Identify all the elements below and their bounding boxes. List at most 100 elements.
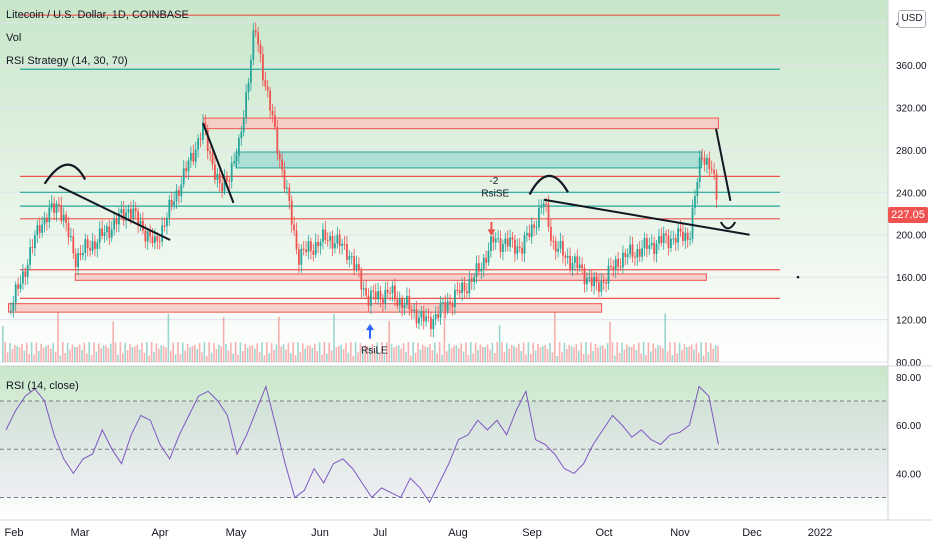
candle-body: [490, 236, 492, 251]
candle-body: [228, 180, 231, 182]
volume-bar: [275, 344, 278, 362]
volume-bar: [700, 342, 702, 362]
volume-bar: [146, 342, 148, 362]
price-tick-label: 160.00: [896, 273, 927, 284]
candle-body: [276, 127, 279, 154]
candle-body: [89, 248, 92, 251]
candle-body: [235, 155, 238, 162]
volume-bar: [477, 349, 479, 362]
candle-body: [257, 32, 260, 45]
candle-body: [187, 160, 190, 172]
volume-bar: [705, 342, 707, 362]
volume-bar: [498, 325, 501, 362]
volume-bar: [302, 343, 304, 362]
candle-body: [24, 271, 27, 277]
candle-body: [288, 187, 291, 202]
candle-body: [612, 266, 615, 270]
volume-bar: [398, 345, 400, 362]
candle-body: [492, 236, 495, 243]
candle-body: [185, 168, 188, 172]
volume-bar: [6, 352, 9, 362]
trendline-right: [715, 128, 732, 201]
volume-bar: [506, 343, 508, 362]
sr-zone: [235, 151, 703, 169]
volume-bar: [474, 342, 477, 362]
candle-body: [197, 138, 200, 150]
candle-body: [166, 217, 168, 227]
candle-body: [98, 228, 101, 243]
volume-bar: [136, 344, 138, 362]
candle-body: [74, 253, 77, 268]
volume-bar: [230, 342, 232, 362]
rsi-tick-label: 40.00: [896, 469, 921, 480]
candle-body: [653, 242, 656, 255]
candle-body: [430, 317, 432, 330]
candle-body: [175, 190, 178, 202]
candle-body: [706, 157, 708, 165]
candle-body: [343, 243, 346, 245]
volume-bar: [458, 348, 460, 362]
volume-bar: [710, 343, 712, 362]
candle-body: [305, 249, 308, 252]
volume-bar: [194, 344, 196, 362]
volume-bar: [527, 342, 530, 362]
volume-bar: [18, 347, 21, 362]
volume-bar: [254, 348, 256, 362]
candle-body: [703, 158, 706, 165]
candle-body: [298, 249, 300, 265]
candle-body: [420, 310, 423, 318]
candle-body: [602, 281, 605, 283]
candle-body: [286, 187, 288, 189]
volume-bar: [338, 346, 340, 362]
volume-bar: [74, 346, 76, 362]
candle-body: [19, 283, 22, 289]
volume-bar: [494, 352, 496, 362]
volume-bar: [652, 343, 654, 362]
candle-body: [449, 301, 452, 305]
volume-bar: [570, 346, 573, 362]
candle-body: [391, 285, 394, 294]
volume-bar: [441, 354, 443, 362]
volume-bar: [143, 352, 146, 362]
candle-body: [691, 207, 694, 239]
volume-bar: [16, 346, 18, 362]
candle-body: [631, 244, 634, 257]
volume-bar: [232, 353, 234, 362]
price-tick-label: 320.00: [896, 103, 927, 114]
candle-body: [254, 30, 257, 33]
volume-bar: [674, 342, 676, 362]
candle-body: [204, 122, 207, 130]
volume-bar: [47, 345, 50, 362]
volume-bar: [671, 354, 674, 362]
candle-body: [660, 236, 663, 244]
volume-bar: [210, 352, 213, 362]
candle-body: [132, 208, 135, 219]
volume-bar: [455, 345, 458, 362]
volume-bar: [453, 345, 455, 362]
volume-bar: [304, 348, 306, 362]
candle-body: [377, 290, 380, 300]
volume-bar: [251, 345, 254, 362]
candle-body: [137, 211, 140, 225]
candle-body: [485, 257, 488, 263]
candle-body: [394, 285, 396, 300]
candle-body: [432, 318, 435, 330]
volume-bar: [542, 346, 544, 362]
candle-body: [595, 276, 598, 283]
candle-body: [278, 153, 281, 160]
volume-bar: [594, 343, 597, 362]
candle-body: [583, 268, 586, 285]
currency-badge[interactable]: USD: [898, 10, 926, 28]
volume-bar: [292, 342, 294, 362]
volume-bar: [326, 353, 328, 362]
volume-bar: [359, 343, 362, 362]
candle-body: [214, 164, 216, 180]
x-tick-label: 2022: [808, 527, 832, 539]
candle-body: [542, 203, 545, 207]
trendline-down: [58, 185, 171, 241]
volume-bar: [345, 342, 347, 362]
candle-body: [91, 241, 94, 251]
volume-bar: [256, 343, 258, 362]
candle-body: [679, 228, 682, 232]
